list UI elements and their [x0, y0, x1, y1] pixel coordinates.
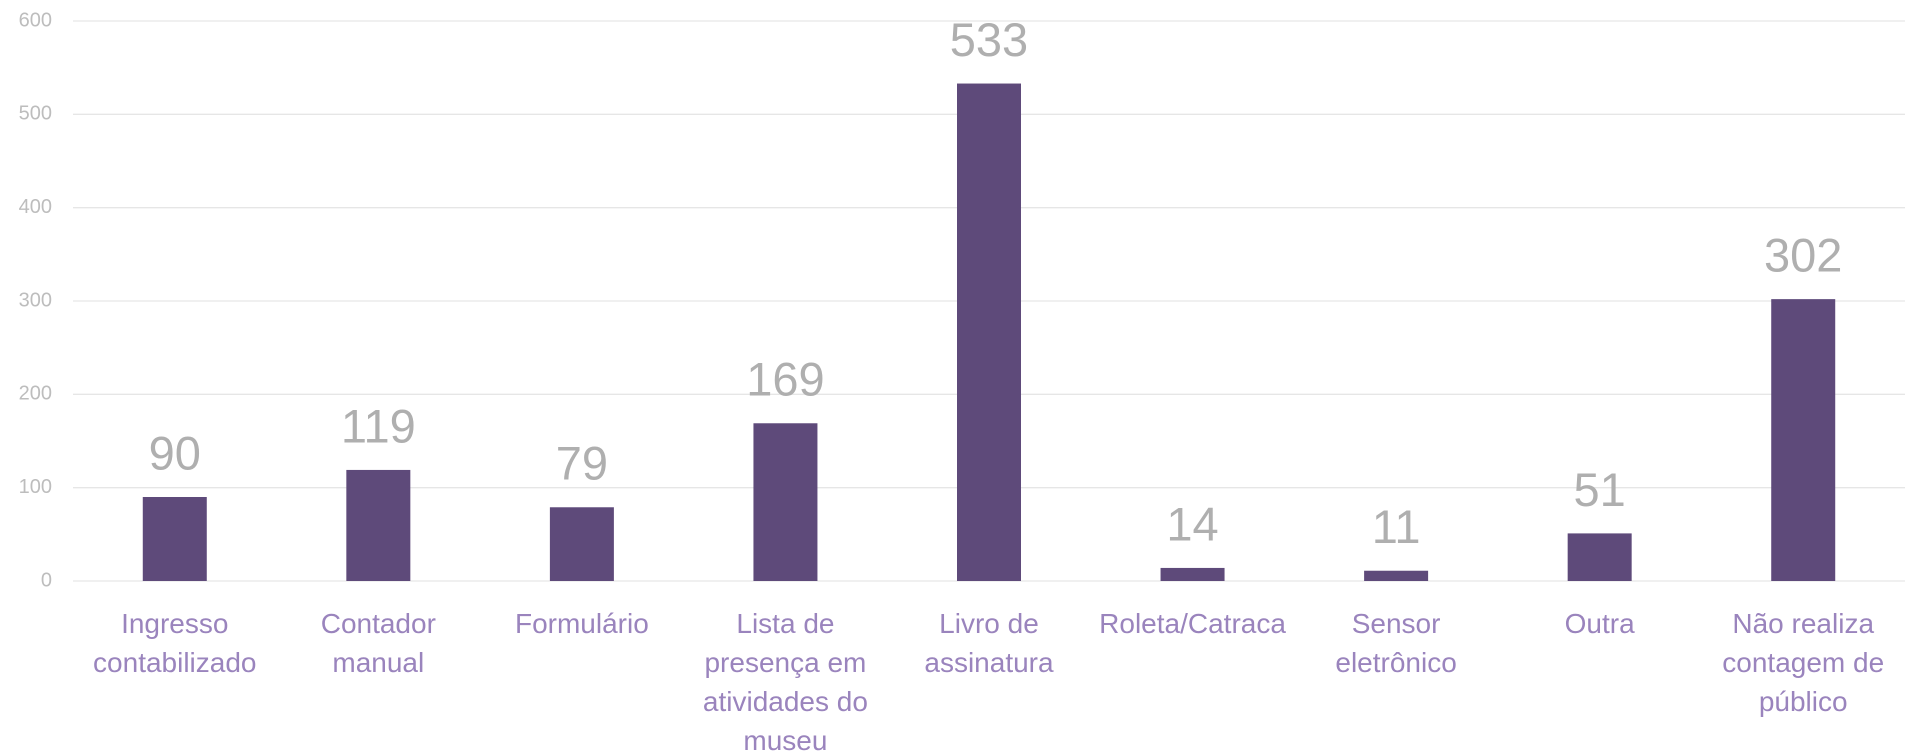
- bar: [753, 423, 818, 581]
- value-label: 90: [149, 426, 201, 479]
- value-label: 51: [1574, 463, 1626, 516]
- x-tick-label-box: Livro de assinatura: [924, 608, 1054, 678]
- y-tick-label: 500: [19, 103, 52, 125]
- x-tick-label-box: Sensor eletrônico: [1335, 608, 1457, 678]
- x-tick-label-box: Lista de presença em atividades do museu: [702, 608, 868, 753]
- x-tick-label-box: Outra: [1564, 608, 1635, 639]
- y-tick-label: 400: [19, 196, 52, 218]
- bar: [1160, 567, 1225, 581]
- x-tick-label: Livro de assinatura: [924, 608, 1054, 678]
- x-tick-label-box: Roleta/Catraca: [1099, 608, 1286, 639]
- x-tick-label: Não realiza contagem de público: [1722, 608, 1885, 717]
- x-tick-label-box: Não realiza contagem de público: [1722, 608, 1885, 717]
- bar: [1364, 570, 1429, 581]
- value-label: 79: [556, 437, 608, 490]
- x-tick-label-box: Ingresso contabilizado: [93, 608, 257, 678]
- value-label: 14: [1166, 497, 1218, 550]
- x-tick-label: Outra: [1564, 608, 1635, 639]
- value-label: 533: [950, 13, 1028, 66]
- bar: [1771, 299, 1836, 581]
- x-tick-label: Roleta/Catraca: [1099, 608, 1286, 639]
- y-tick-label: 0: [41, 569, 52, 591]
- bar: [549, 507, 614, 581]
- x-tick-label: Formulário: [514, 608, 649, 639]
- value-label: 119: [341, 399, 416, 452]
- bar: [142, 497, 207, 581]
- bar: [1567, 533, 1632, 581]
- y-tick-label: 300: [19, 289, 52, 311]
- x-tick-label: Ingresso contabilizado: [93, 608, 257, 678]
- x-tick-label: Sensor eletrônico: [1335, 608, 1457, 678]
- y-tick-label: 100: [19, 476, 52, 498]
- x-tick-label-box: Contador manual: [320, 608, 436, 678]
- value-label: 11: [1372, 500, 1421, 553]
- value-label: 302: [1764, 229, 1842, 282]
- y-tick-label: 200: [19, 383, 52, 405]
- value-label: 169: [746, 353, 824, 406]
- bar: [346, 469, 411, 581]
- x-tick-label: Lista de presença em atividades do museu: [702, 608, 868, 753]
- x-tick-label: Contador manual: [320, 608, 436, 678]
- x-tick-label-box: Formulário: [514, 608, 649, 639]
- bar: [957, 83, 1021, 582]
- y-tick-label: 600: [19, 9, 52, 31]
